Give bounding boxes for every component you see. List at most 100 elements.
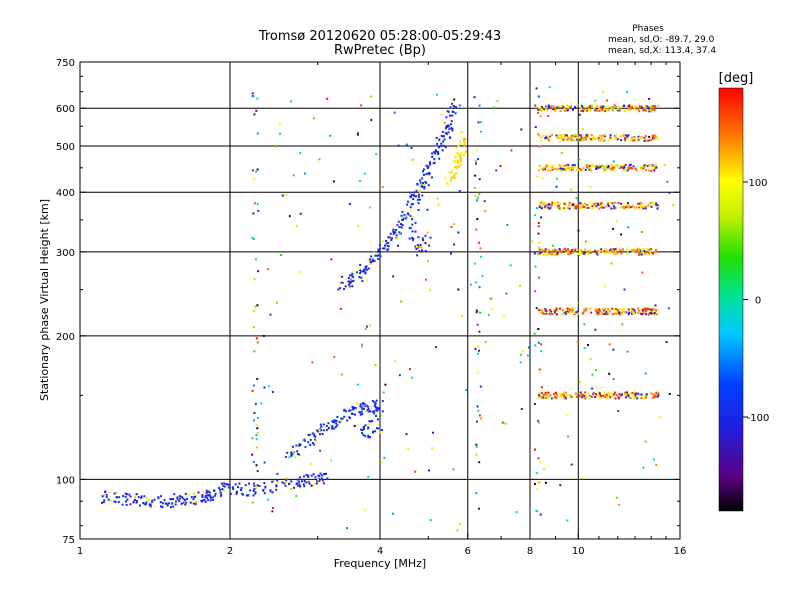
data-point — [571, 248, 574, 251]
data-point — [151, 499, 154, 502]
data-point — [569, 139, 572, 142]
data-point — [591, 207, 594, 210]
data-point — [459, 155, 462, 158]
data-point — [581, 139, 583, 142]
data-point — [548, 86, 551, 89]
data-point — [425, 278, 427, 281]
data-point — [584, 391, 587, 394]
data-point — [564, 248, 566, 251]
data-point — [653, 309, 656, 312]
data-point — [658, 416, 661, 419]
data-point — [616, 164, 619, 167]
data-point — [405, 216, 408, 219]
data-point — [367, 259, 370, 262]
data-point — [279, 132, 282, 135]
data-point — [417, 202, 420, 205]
data-point — [573, 139, 576, 142]
data-point — [644, 106, 647, 108]
data-point — [189, 501, 192, 504]
data-point — [171, 502, 174, 505]
data-point — [302, 483, 305, 486]
data-point — [271, 391, 274, 393]
data-point — [586, 249, 589, 252]
data-point — [419, 184, 421, 187]
data-point — [543, 468, 545, 470]
data-point — [299, 444, 302, 447]
data-point — [385, 240, 388, 242]
data-point — [560, 137, 563, 140]
data-point — [317, 479, 320, 482]
data-point — [422, 173, 425, 176]
data-point — [550, 105, 553, 108]
data-point — [190, 496, 193, 499]
data-point — [633, 107, 636, 110]
data-point — [564, 397, 567, 400]
data-point — [113, 500, 116, 503]
data-point — [113, 492, 116, 495]
data-point — [262, 489, 265, 492]
data-point — [394, 360, 397, 363]
data-point — [458, 190, 461, 193]
x-axis-label: Frequency [MHz] — [334, 557, 426, 570]
data-point — [542, 393, 545, 396]
data-point — [655, 164, 658, 166]
data-point — [184, 492, 187, 495]
data-point — [355, 402, 358, 405]
data-point — [575, 207, 578, 210]
data-point — [666, 180, 669, 183]
data-point — [595, 201, 598, 204]
data-point — [372, 431, 374, 434]
data-point — [625, 311, 628, 314]
data-point — [228, 483, 230, 486]
data-point — [386, 245, 389, 247]
data-point — [126, 493, 128, 496]
data-point — [238, 482, 241, 485]
data-point — [311, 484, 314, 487]
data-point — [453, 223, 456, 226]
data-point — [126, 498, 129, 501]
data-point — [653, 313, 656, 316]
data-point — [367, 427, 370, 430]
data-point — [370, 95, 373, 98]
data-point — [612, 247, 615, 250]
data-point — [412, 237, 415, 240]
data-point — [644, 169, 647, 171]
data-point — [108, 491, 111, 494]
data-point — [369, 420, 372, 423]
data-point — [495, 169, 498, 172]
data-point — [594, 99, 597, 102]
data-point — [650, 205, 653, 208]
data-point — [463, 143, 466, 146]
data-point — [644, 307, 646, 310]
data-point — [157, 496, 160, 499]
data-point — [364, 435, 367, 438]
data-point — [582, 139, 585, 142]
data-point — [566, 519, 569, 522]
data-point — [609, 167, 612, 170]
data-point — [572, 133, 575, 136]
data-point — [554, 249, 557, 252]
data-point — [292, 452, 295, 455]
data-point — [492, 106, 495, 109]
data-point — [420, 246, 423, 249]
data-point — [405, 214, 407, 217]
data-point — [319, 423, 322, 426]
data-point — [605, 252, 608, 255]
data-point — [634, 311, 637, 314]
data-point — [348, 280, 351, 283]
data-point — [143, 503, 146, 506]
data-point — [421, 249, 424, 252]
data-point — [255, 434, 258, 437]
data-point — [350, 280, 353, 283]
data-point — [587, 392, 590, 395]
data-point — [449, 136, 452, 139]
x-tick-label: 16 — [674, 546, 687, 557]
data-point — [545, 106, 548, 109]
data-point — [568, 202, 571, 204]
data-point — [571, 164, 574, 167]
data-point — [202, 491, 205, 494]
data-point — [348, 285, 351, 288]
data-point — [577, 229, 580, 232]
data-point — [607, 251, 610, 254]
data-point — [504, 422, 507, 425]
